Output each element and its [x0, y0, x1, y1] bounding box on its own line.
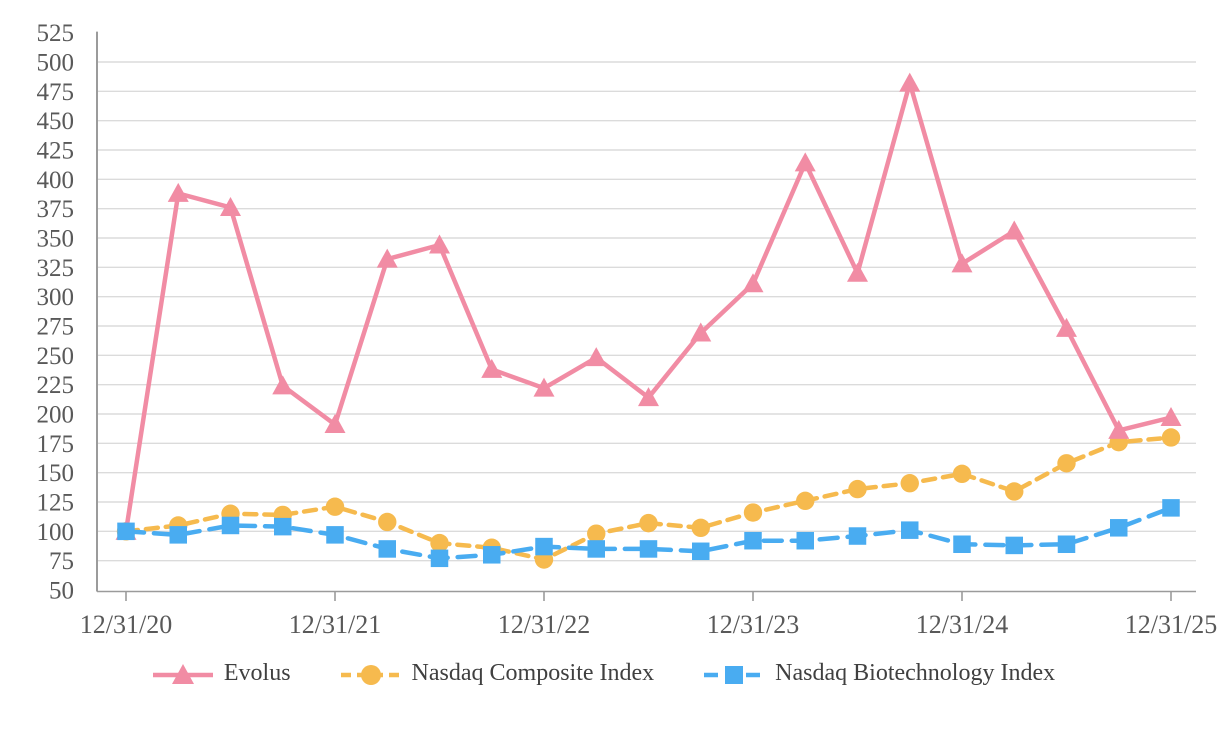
- x-axis-tick-label: 12/31/23: [707, 610, 799, 639]
- nasdaq-composite-circle-marker-icon: [340, 664, 401, 685]
- evolus-triangle-marker-icon: [152, 663, 213, 684]
- y-axis-tick-label: 125: [37, 490, 75, 517]
- data-point-marker: [690, 322, 712, 342]
- x-axis-tick-label: 12/31/20: [80, 610, 172, 639]
- data-point-marker: [430, 533, 449, 553]
- data-point-marker: [743, 503, 763, 522]
- data-point-marker: [378, 540, 396, 558]
- data-point-marker: [638, 387, 659, 407]
- data-point-marker: [1005, 482, 1024, 501]
- legend-label-nasdaq-biotechnology: Nasdaq Biotechnology Index: [775, 660, 1056, 686]
- y-axis-tick-label: 500: [37, 50, 75, 77]
- x-axis-tick-label: 12/31/24: [916, 610, 1008, 639]
- data-point-marker: [325, 497, 345, 516]
- data-point-marker: [742, 273, 764, 293]
- data-point-marker: [900, 474, 919, 493]
- data-point-marker: [794, 152, 816, 172]
- data-point-marker: [1056, 317, 1077, 337]
- y-axis-tick-label: 475: [37, 79, 75, 106]
- data-point-marker: [533, 377, 555, 397]
- data-point-marker: [1160, 407, 1182, 427]
- data-point-marker: [899, 72, 921, 92]
- y-axis-tick-label: 250: [37, 343, 75, 370]
- data-point-marker: [1161, 428, 1181, 447]
- data-point-marker: [639, 540, 658, 558]
- data-point-marker: [1005, 536, 1023, 555]
- data-point-marker: [481, 358, 503, 378]
- data-point-marker: [117, 522, 135, 541]
- legend-label-nasdaq-composite: Nasdaq Composite Index: [411, 660, 655, 686]
- data-point-marker: [429, 234, 450, 254]
- axes: [96, 31, 1196, 601]
- y-axis-tick-label: 525: [37, 20, 75, 47]
- x-axis-tick-label: 12/31/25: [1125, 610, 1217, 639]
- series-line-nasdaq-biotechnology-index: [123, 505, 1174, 561]
- data-point-marker: [326, 526, 344, 544]
- data-point-marker: [221, 516, 240, 535]
- y-axis-tick-label: 100: [37, 519, 75, 546]
- x-axis-labels: 12/31/20 12/31/21 12/31/22 12/31/23 12/31/24…: [80, 610, 1217, 639]
- x-axis-tick-label: 12/31/21: [289, 610, 381, 639]
- y-axis-tick-label: 400: [37, 167, 75, 194]
- data-point-marker: [744, 531, 762, 550]
- data-point-marker: [1108, 419, 1130, 439]
- data-point-marker: [901, 521, 919, 539]
- data-point-marker: [324, 414, 346, 434]
- data-point-marker: [796, 491, 815, 511]
- data-point-marker: [587, 524, 606, 543]
- legend-item-nasdaq-biotechnology: Nasdaq Biotechnology Index: [702, 660, 1055, 687]
- data-point-marker: [587, 540, 605, 558]
- y-axis-tick-label: 275: [37, 314, 75, 341]
- data-point-marker: [167, 182, 189, 202]
- data-point-marker: [1162, 499, 1180, 517]
- data-point-marker: [1003, 220, 1025, 240]
- data-point-marker: [1110, 519, 1128, 537]
- data-point-marker: [952, 464, 972, 484]
- legend: Evolus Nasdaq Composite Index Nasdaq Bio…: [0, 660, 1226, 687]
- y-axis-tick-label: 375: [37, 196, 75, 223]
- data-point-marker: [692, 542, 710, 561]
- data-point-marker: [1057, 454, 1076, 473]
- y-axis-tick-label: 200: [37, 402, 75, 429]
- y-axis-tick-label: 450: [37, 108, 75, 135]
- data-point-marker: [951, 253, 973, 273]
- data-point-marker: [796, 531, 814, 550]
- series-lines-and-markers: [115, 72, 1182, 569]
- y-axis-tick-label: 325: [37, 255, 75, 282]
- y-axis-tick-label: 175: [37, 431, 75, 458]
- data-point-marker: [639, 513, 658, 533]
- y-axis-tick-label: 300: [37, 284, 75, 311]
- nasdaq-biotechnology-square-marker-icon: [704, 665, 765, 684]
- data-point-marker: [848, 479, 867, 499]
- data-point-marker: [1057, 535, 1076, 553]
- data-point-marker: [376, 248, 398, 268]
- data-point-marker: [535, 537, 553, 556]
- data-point-marker: [169, 526, 187, 544]
- data-point-marker: [272, 375, 294, 395]
- y-axis-tick-label: 225: [37, 372, 75, 399]
- data-point-marker: [953, 535, 971, 553]
- y-axis-tick-label: 150: [37, 460, 75, 487]
- legend-label-evolus: Evolus: [223, 660, 291, 686]
- data-point-marker: [220, 196, 241, 216]
- y-axis-tick-label: 50: [49, 578, 74, 605]
- data-point-marker: [847, 262, 868, 282]
- data-point-marker: [691, 518, 710, 538]
- data-point-marker: [430, 549, 449, 568]
- data-point-marker: [378, 512, 397, 532]
- x-axis-tick-label: 12/31/22: [498, 610, 590, 639]
- data-point-marker: [585, 347, 607, 367]
- gridlines: [97, 61, 1196, 562]
- y-axis-tick-label: 75: [49, 548, 74, 575]
- data-point-marker: [848, 527, 867, 545]
- y-axis-tick-label: 350: [37, 226, 75, 253]
- legend-item-nasdaq-composite: Nasdaq Composite Index: [339, 660, 655, 687]
- legend-item-evolus: Evolus: [151, 660, 291, 687]
- data-point-marker: [483, 546, 501, 564]
- y-axis-tick-label: 425: [37, 138, 75, 165]
- data-point-marker: [274, 517, 292, 536]
